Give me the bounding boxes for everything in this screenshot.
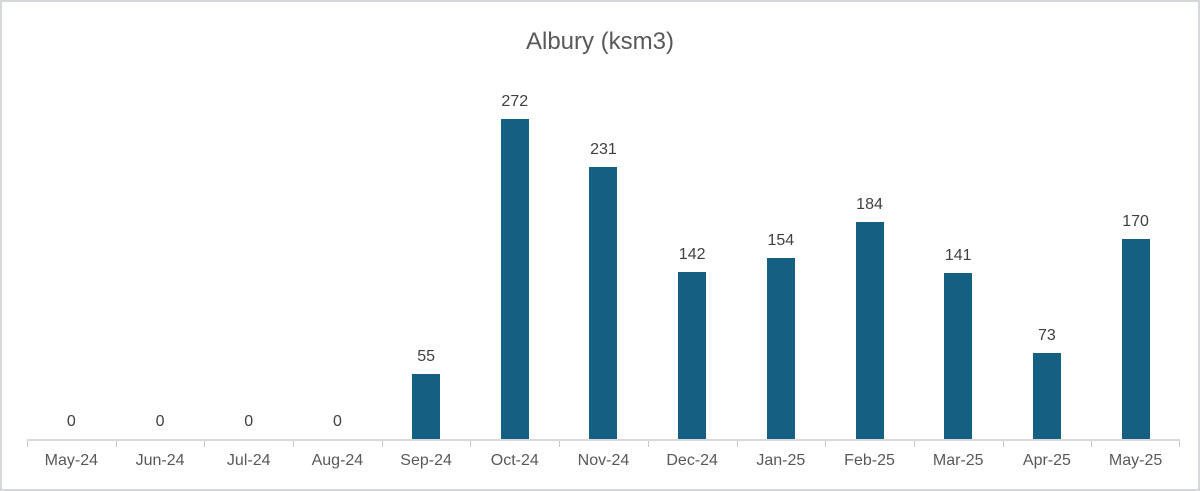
bar-slot: 0: [293, 86, 382, 439]
bar[interactable]: [1121, 239, 1150, 439]
data-label: 231: [590, 141, 617, 158]
bar[interactable]: [500, 119, 529, 439]
bar[interactable]: [766, 258, 795, 439]
x-axis-label: Aug-24: [311, 452, 364, 469]
axis-tick: [1002, 441, 1004, 447]
x-axis-label: Jul-24: [226, 452, 271, 469]
data-label: 170: [1122, 213, 1149, 230]
axis-tick: [559, 441, 561, 447]
axis-tick: [27, 441, 28, 447]
bar[interactable]: [944, 273, 973, 439]
x-axis-label: May-24: [44, 452, 99, 469]
x-axis-label: Sep-24: [400, 452, 452, 469]
axis-tick: [1091, 441, 1093, 447]
bar-slot: 55: [382, 86, 471, 439]
axis-tick: [913, 441, 915, 447]
chart-title: Albury (ksm3): [525, 28, 675, 55]
x-axis-label: Jun-24: [135, 452, 185, 469]
bar[interactable]: [1032, 353, 1061, 439]
data-label: 184: [856, 196, 883, 213]
data-label: 142: [678, 246, 706, 263]
axis-tick: [825, 441, 827, 447]
axis-tick: [647, 441, 649, 447]
x-axis-labels: May-24 Jun-24 Jul-24 Aug-24 Sep-24 Oct-24 Nov-…: [27, 451, 1180, 470]
bar-slot: 154: [737, 86, 826, 439]
x-axis-label: Dec-24: [666, 452, 718, 469]
bar-slot: 170: [1091, 86, 1180, 439]
bar[interactable]: [412, 374, 441, 439]
bar-slot: 231: [559, 86, 648, 439]
bar-slot: 0: [27, 86, 116, 439]
x-axis-label: Apr-25: [1022, 452, 1071, 469]
axis-tick: [115, 441, 117, 447]
bar-slot: 0: [116, 86, 205, 439]
bar-slot: 142: [648, 86, 737, 439]
bar-slot: 184: [825, 86, 914, 439]
data-label: 272: [501, 93, 529, 110]
x-axis-label: Oct-24: [490, 452, 539, 469]
bar[interactable]: [589, 167, 618, 439]
bar-slot: 0: [204, 86, 293, 439]
axis-tick: [293, 441, 295, 447]
x-axis-label: Jan-25: [756, 452, 806, 469]
axis-tick: [470, 441, 472, 447]
data-label: 0: [155, 413, 165, 430]
data-label: 73: [1038, 327, 1056, 344]
axis-tick: [1179, 441, 1180, 447]
bar[interactable]: [678, 272, 707, 439]
bars-container: 0 0 0 0 55 272 231 142 154 184 141 73 170: [27, 86, 1180, 439]
bar-slot: 141: [914, 86, 1003, 439]
axis-tick: [736, 441, 738, 447]
data-label: 0: [244, 413, 254, 430]
plot-area: 0 0 0 0 55 272 231 142 154 184 141 73 170: [27, 86, 1180, 447]
x-axis-label: Mar-25: [932, 452, 984, 469]
x-axis-label: Nov-24: [577, 452, 630, 469]
bar-slot: 272: [470, 86, 559, 439]
axis-tick: [204, 441, 206, 447]
data-label: 141: [944, 247, 972, 264]
bar-slot: 73: [1003, 86, 1092, 439]
data-label: 154: [767, 232, 795, 249]
data-label: 55: [417, 348, 435, 365]
axis-tick: [381, 441, 383, 447]
x-axis-label: Feb-25: [844, 452, 895, 469]
data-label: 0: [66, 413, 76, 430]
bar[interactable]: [855, 222, 884, 439]
data-label: 0: [332, 413, 342, 430]
x-axis-label: May-25: [1108, 452, 1163, 469]
